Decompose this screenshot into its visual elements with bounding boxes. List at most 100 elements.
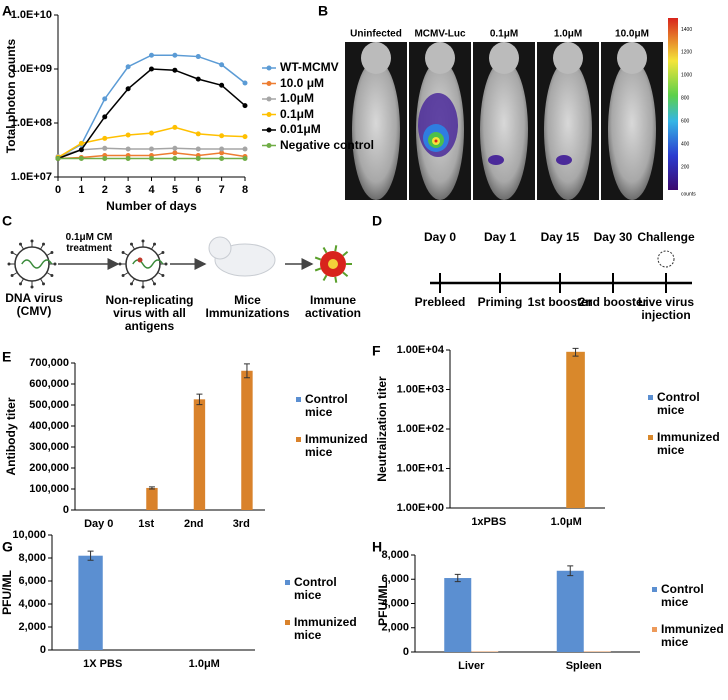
y-tick-label: 8,000 (381, 549, 409, 561)
legend-marker (266, 127, 272, 133)
bar (78, 555, 103, 650)
mouse-head (489, 42, 519, 74)
virus-spike (40, 244, 44, 250)
column-label: 1.0μM (554, 29, 582, 40)
virus-spike-tip (141, 285, 145, 289)
x-tick-label: Day 0 (84, 518, 113, 530)
virus-spike-tip (118, 262, 122, 266)
data-point (55, 156, 61, 162)
x-axis-label: Number of days (106, 199, 197, 213)
legend-label: Immunized mice (661, 622, 724, 649)
error-bar (148, 486, 155, 490)
y-tick-label: 400,000 (29, 420, 69, 432)
virus-spike-tip (153, 242, 156, 246)
panel-label: E (2, 349, 11, 365)
signal (488, 155, 504, 165)
x-tick-label: 1st (138, 518, 154, 530)
data-point (78, 147, 84, 153)
virus-spike-tip (50, 251, 54, 254)
virus-spike-tip (19, 282, 22, 286)
legend-label: Immunized mice (657, 430, 720, 457)
x-tick-label: Spleen (566, 660, 602, 672)
y-tick-label: 0 (40, 644, 46, 656)
data-point (219, 133, 225, 139)
y-tick-label: 4,000 (381, 597, 409, 609)
colorbar-label: 1000 (681, 73, 692, 79)
virus-spike (151, 278, 155, 284)
data-point (149, 52, 154, 58)
x-tick-label: 3 (125, 184, 131, 196)
data-point (125, 86, 131, 92)
legend-swatch (296, 397, 301, 402)
y-tick-label: 0 (63, 504, 69, 516)
virus-spike-tip (164, 262, 168, 266)
virus-spike-tip (42, 242, 45, 246)
legend-label: 0.01μM (280, 122, 321, 136)
antibody (334, 245, 338, 252)
timeline-event: Prebleed (414, 295, 466, 309)
colorbar-label: 400 (681, 141, 690, 147)
data-point (102, 96, 108, 102)
data-point (195, 146, 201, 152)
x-tick-label: 2nd (184, 518, 204, 530)
error-bar (567, 565, 574, 577)
panel-label: A (2, 3, 12, 19)
legend-label: Control mice (661, 582, 704, 609)
panel-label: H (372, 539, 382, 555)
colorbar (668, 18, 678, 190)
legend-marker (266, 96, 272, 102)
y-tick-label: 4,000 (18, 598, 46, 610)
virus-spike-tip (10, 274, 14, 277)
mouse-icon-head (208, 236, 232, 260)
timeline-day: Day 1 (483, 230, 517, 244)
data-point (125, 132, 131, 138)
column-label: Uninfected (350, 29, 402, 40)
virus-spike-tip (10, 251, 14, 254)
legend-swatch (296, 437, 301, 442)
error-bar (196, 393, 203, 406)
x-tick-label: 2 (102, 184, 108, 196)
virus-spike (46, 272, 52, 276)
data-point (102, 145, 108, 151)
virus-spike (157, 252, 163, 256)
colorbar-label: 200 (681, 164, 690, 170)
y-tick-label: 700,000 (29, 357, 69, 369)
bar (193, 399, 206, 510)
virus-spike-tip (153, 282, 156, 286)
x-tick-label: 7 (219, 184, 225, 196)
data-point (242, 134, 248, 140)
x-tick-label: 1xPBS (471, 516, 506, 528)
y-axis-label: PFU/ML (376, 581, 390, 626)
y-tick-label: 1.0E+10 (11, 9, 52, 21)
panel-label: D (372, 213, 382, 229)
timeline-day: Day 0 (423, 230, 457, 244)
y-tick-label: 300,000 (29, 441, 69, 453)
data-point (195, 54, 201, 60)
data-point (219, 150, 225, 156)
panel-label: B (318, 3, 328, 19)
legend-marker (266, 143, 272, 148)
data-point (149, 156, 154, 162)
x-tick-label: 8 (242, 184, 248, 196)
data-point (78, 156, 84, 162)
antibody (314, 256, 322, 261)
x-tick-label: 1 (78, 184, 84, 196)
column-label: 10.0μM (615, 29, 649, 40)
column-label: 0.1μM (490, 29, 518, 40)
virus-spike (123, 252, 129, 256)
antibody (322, 274, 328, 281)
mouse-body (352, 60, 400, 200)
virus-spike (131, 244, 135, 250)
panel-label: G (2, 539, 13, 555)
bar (566, 351, 585, 508)
y-tick-label: 1.0E+09 (11, 63, 52, 75)
data-point (195, 131, 201, 137)
diagram-label: 0.1μM CM treatment (65, 232, 113, 254)
legend-label: Control mice (294, 575, 337, 602)
legend-label: 0.1μM (280, 106, 315, 121)
y-tick-label: 1.00E+03 (397, 383, 444, 395)
bar (556, 570, 584, 652)
virus-spike (151, 244, 155, 250)
